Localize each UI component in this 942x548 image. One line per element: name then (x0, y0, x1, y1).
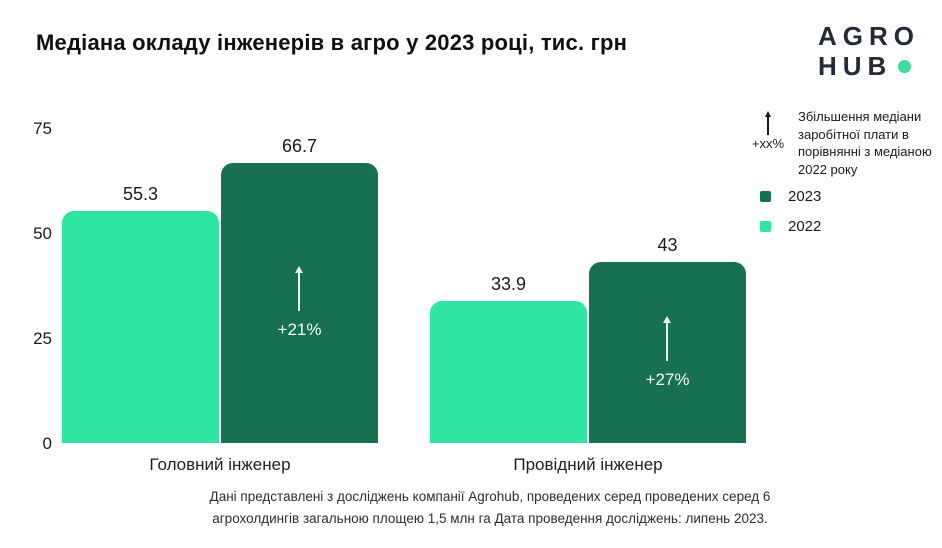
page-title: Медіана окладу інженерів в агро у 2023 р… (36, 30, 628, 55)
up-arrow-icon (765, 111, 771, 117)
logo-text-hub: HUB (818, 50, 893, 81)
logo-text-agro: AGRO (818, 21, 920, 51)
increase-annotation: +21% (277, 266, 322, 340)
increase-percent-label: +21% (277, 320, 322, 339)
legend-increase-note: +xx% Збільшення медіани заробітної плати… (746, 108, 940, 178)
footer-source-note: Дані представлені з досліджень компанії … (130, 486, 850, 529)
legend-xx-label: +xx% (751, 136, 785, 151)
bar-value-label: 43 (657, 235, 678, 255)
bar-2023-providnyi: 43 +27% (589, 235, 746, 443)
arrow-shaft (666, 322, 669, 361)
up-arrow-icon (295, 266, 304, 311)
x-label-holovnyi: Головний інженер (149, 455, 291, 474)
bar-2022-providnyi: 33.9 (430, 274, 587, 443)
y-tick-75: 75 (33, 119, 52, 138)
up-arrow-shaft (767, 117, 769, 135)
bar-2023-holovnyi: 66.7 +21% (221, 136, 378, 443)
legend-swatch-2023 (760, 191, 771, 202)
footer-line-1: Дані представлені з досліджень компанії … (209, 489, 771, 504)
legend-note-text: Збільшення медіани заробітної плати в по… (798, 109, 932, 177)
legend-label-2022: 2022 (788, 218, 822, 235)
logo-dot-icon (898, 60, 912, 74)
legend-swatch-2022 (760, 221, 771, 232)
bar-value-label: 66.7 (281, 136, 318, 156)
y-tick-50: 50 (33, 224, 52, 243)
legend-item-2023: 2023 (760, 188, 821, 205)
y-tick-25: 25 (33, 329, 52, 348)
legend-label-2023: 2023 (788, 188, 822, 205)
footer-line-2: агрохолдингів загальною площею 1,5 млн г… (212, 510, 768, 526)
legend-increase-symbol: +xx% (746, 108, 790, 178)
legend-item-2022: 2022 (760, 218, 821, 235)
bar-2022-holovnyi: 55.3 (62, 184, 219, 443)
up-arrow-icon (663, 315, 672, 361)
increase-percent-label: +27% (645, 369, 690, 389)
logo-line-hub: HUB (818, 50, 920, 82)
arrow-head (663, 315, 672, 323)
arrow-head (295, 266, 304, 273)
bar-value-label: 55.3 (122, 184, 159, 204)
increase-annotation: +27% (645, 315, 690, 390)
bar-value-label: 33.9 (490, 274, 527, 294)
arrow-shaft (298, 273, 301, 311)
y-tick-0: 0 (42, 434, 52, 453)
logo-line-agro: AGRO (818, 21, 920, 52)
plot-area: 75 50 25 0 55.3 66.7 +21% 33.9 43 (0, 119, 942, 453)
agrohub-logo: AGRO HUB (818, 21, 920, 82)
x-label-providnyi: Провідний інженер (513, 455, 663, 474)
